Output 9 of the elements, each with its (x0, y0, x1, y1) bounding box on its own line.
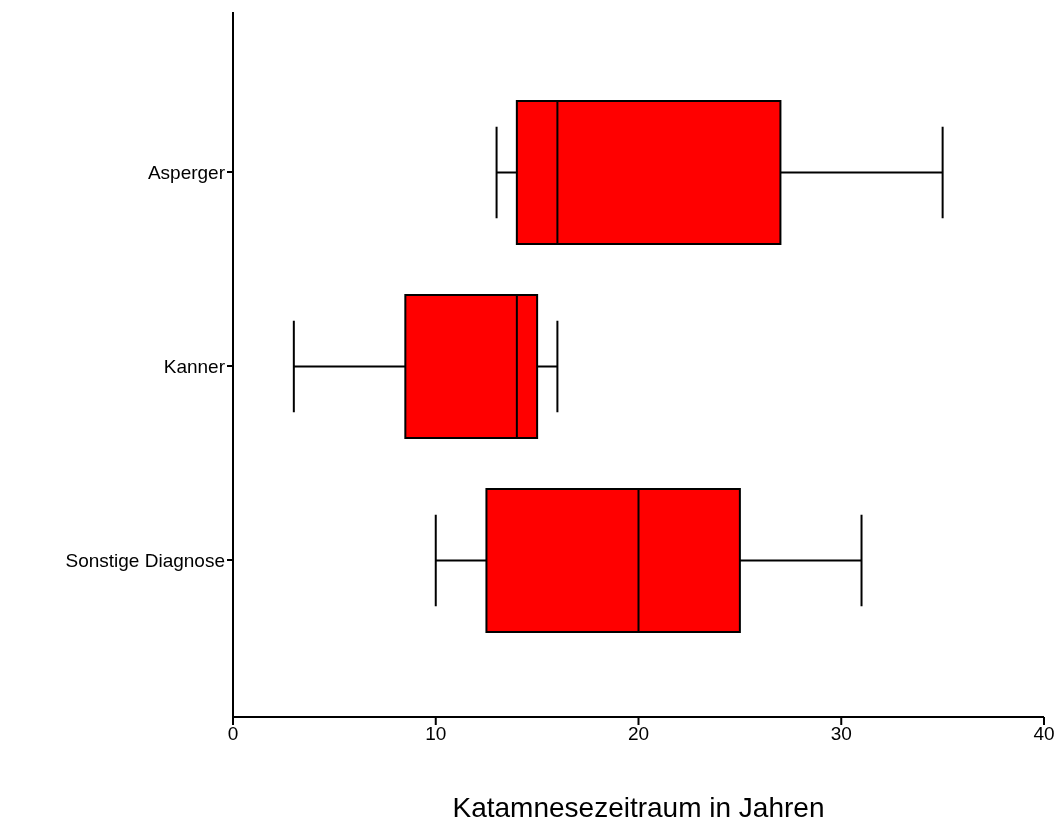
y-tick-label: Asperger (147, 161, 226, 183)
x-tick-label: 20 (627, 723, 650, 745)
y-tick-label: Kanner (163, 355, 226, 377)
x-tick-label: 30 (830, 723, 852, 745)
x-tick-label: 40 (1033, 723, 1055, 745)
x-tick-label: 0 (227, 723, 239, 745)
y-tick-label: Sonstige Diagnose (65, 549, 225, 571)
x-tick-label: 10 (425, 723, 447, 745)
x-axis-title: Katamnesezeitraum in Jahren (452, 792, 825, 823)
